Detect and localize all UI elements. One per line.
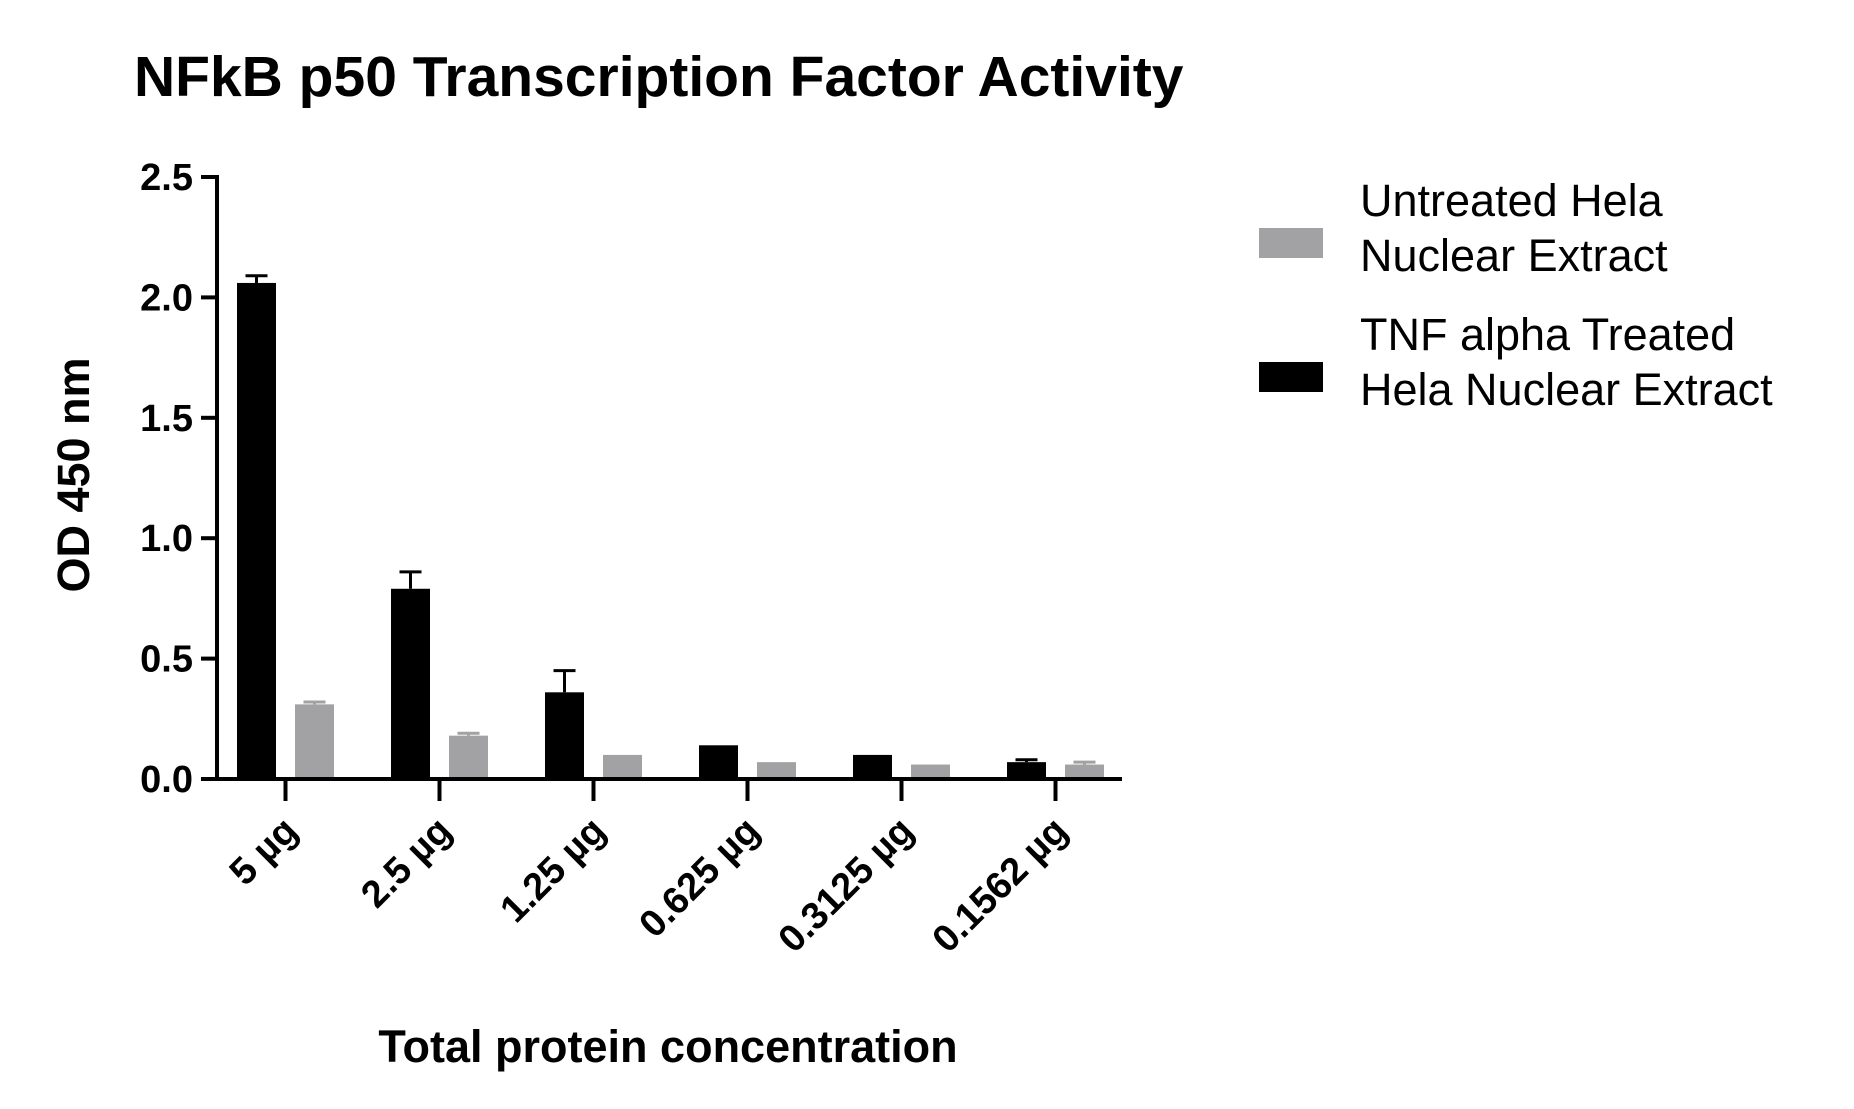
y-tick-label-4: 2.0 (140, 277, 193, 319)
bar-treated-3 (699, 745, 738, 779)
x-tick-label-4: 0.3125 µg (771, 810, 922, 961)
x-tick-label-2: 1.25 µg (493, 810, 614, 931)
y-tick-label-0: 0.0 (140, 759, 193, 801)
bar-treated-1 (391, 588, 430, 779)
x-tick-label-3: 0.625 µg (632, 810, 768, 946)
bar-untreated-2 (603, 754, 642, 779)
legend-swatch-treated (1259, 362, 1323, 392)
bar-untreated-3 (757, 762, 796, 779)
y-tick-label-3: 1.5 (140, 398, 193, 440)
x-tick-label-0: 5 µg (222, 810, 306, 894)
bar-untreated-5 (1065, 764, 1104, 779)
x-axis-label: Total protein concentration (378, 1021, 957, 1072)
legend-swatch-untreated (1259, 228, 1323, 258)
y-axis-label: OD 450 nm (48, 357, 99, 592)
bar-untreated-1 (449, 735, 488, 779)
bar-untreated-4 (911, 764, 950, 779)
bar-treated-5 (1007, 762, 1046, 779)
bar-untreated-0 (295, 704, 334, 779)
legend-label-treated-line-0: TNF alpha Treated (1360, 309, 1735, 360)
bar-treated-0 (237, 282, 276, 779)
y-tick-label-5: 2.5 (140, 157, 193, 199)
legend-label-untreated-line-1: Nuclear Extract (1360, 230, 1668, 281)
y-tick-label-2: 1.0 (140, 518, 193, 560)
y-tick-label-1: 0.5 (140, 639, 193, 681)
legend-label-treated-line-1: Hela Nuclear Extract (1360, 364, 1773, 415)
chart-title: NFkB p50 Transcription Factor Activity (134, 45, 1184, 109)
plot-area: 0.0 0.5 1.0 1.5 2.0 2.5 5 µg 2.5 µg 1.25 µg 0.625… (140, 157, 1122, 961)
bar-treated-2 (545, 692, 584, 779)
x-tick-label-5: 0.1562 µg (925, 810, 1076, 961)
x-tick-label-1: 2.5 µg (353, 810, 459, 916)
legend-label-untreated-line-0: Untreated Hela (1360, 175, 1664, 226)
bar-treated-4 (853, 754, 892, 779)
